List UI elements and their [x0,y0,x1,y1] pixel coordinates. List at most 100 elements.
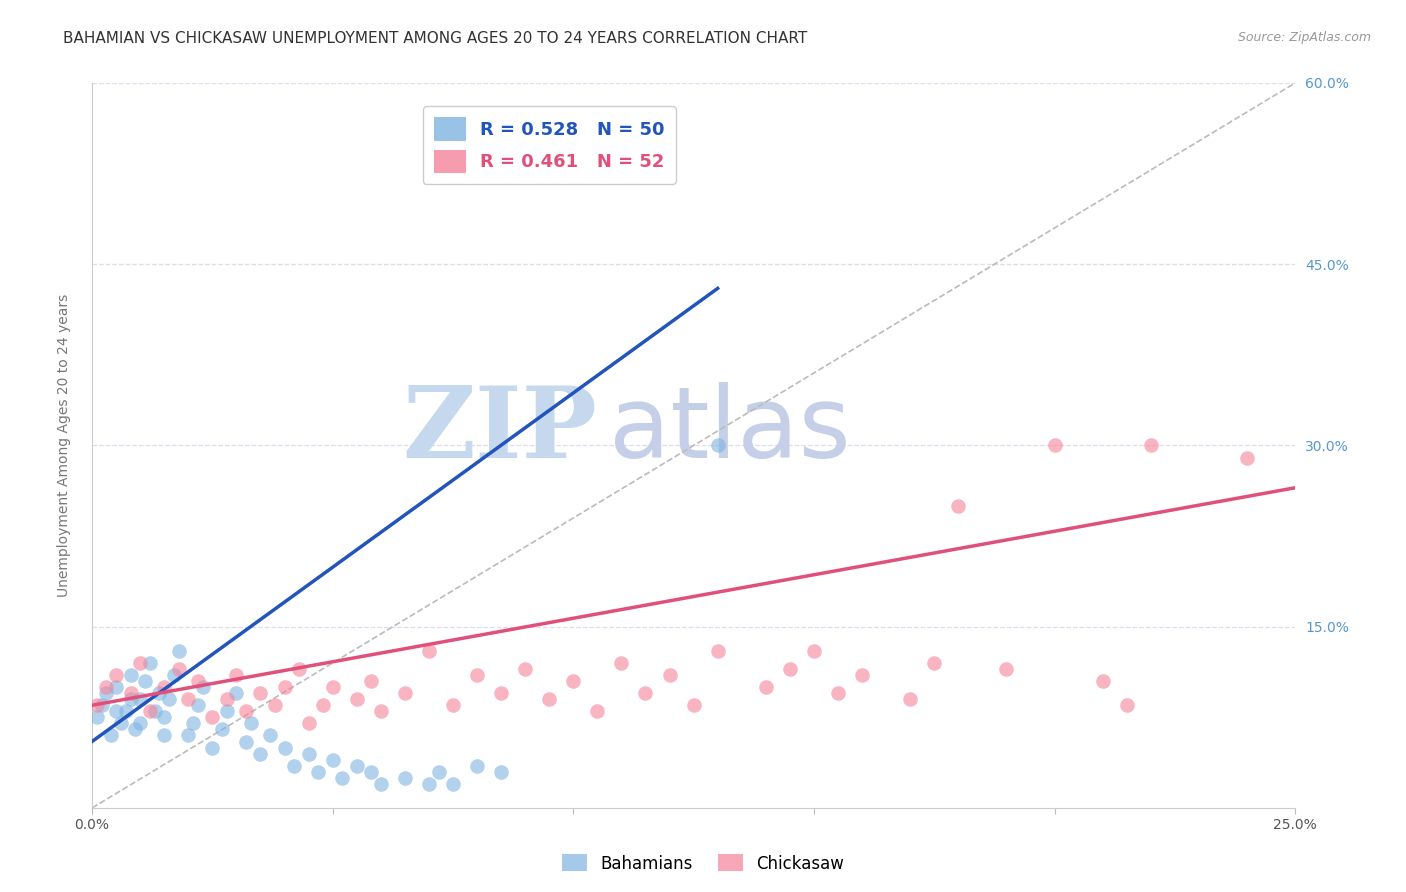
Point [370,704,392,718]
Point [465,668,488,682]
Point [346,692,368,706]
Point [1043,438,1066,452]
Point [120,668,142,682]
Point [86,710,108,724]
Point [153,680,176,694]
Point [1115,698,1137,713]
Point [259,729,281,743]
Point [129,716,152,731]
Point [153,729,176,743]
Point [562,674,585,689]
Point [658,668,681,682]
Text: BAHAMIAN VS CHICKASAW UNEMPLOYMENT AMONG AGES 20 TO 24 YEARS CORRELATION CHART: BAHAMIAN VS CHICKASAW UNEMPLOYMENT AMONG… [63,31,807,46]
Point [134,674,156,689]
Point [129,656,152,670]
Point [129,692,152,706]
Point [239,716,262,731]
Text: atlas: atlas [609,383,851,480]
Point [755,680,778,694]
Point [360,764,382,779]
Point [288,662,311,676]
Point [515,662,537,676]
Point [330,771,353,785]
Point [706,438,728,452]
Point [143,704,166,718]
Point [225,668,247,682]
Point [394,686,416,700]
Point [346,758,368,772]
Point [96,686,118,700]
Point [181,716,204,731]
Point [148,686,170,700]
Point [1091,674,1114,689]
Point [827,686,849,700]
Point [682,698,704,713]
Point [427,764,450,779]
Point [157,692,180,706]
Point [370,777,392,791]
Point [187,698,209,713]
Point [110,716,132,731]
Point [779,662,801,676]
Point [297,716,319,731]
Text: Source: ZipAtlas.com: Source: ZipAtlas.com [1237,31,1371,45]
Point [105,668,128,682]
Y-axis label: Unemployment Among Ages 20 to 24 years: Unemployment Among Ages 20 to 24 years [58,293,72,597]
Point [851,668,873,682]
Point [898,692,921,706]
Point [1236,450,1258,465]
Point [201,740,224,755]
Point [225,686,247,700]
Point [441,777,464,791]
Point [167,644,190,658]
Point [211,723,233,737]
Point [100,729,122,743]
Point [283,758,305,772]
Point [120,686,142,700]
Point [191,680,214,694]
Point [273,740,295,755]
Point [538,692,561,706]
Point [215,704,238,718]
Point [105,704,128,718]
Point [139,704,162,718]
Point [297,747,319,761]
Point [187,674,209,689]
Point [235,704,257,718]
Point [177,729,200,743]
Point [1140,438,1163,452]
Point [489,764,512,779]
Point [235,734,257,748]
Point [163,668,186,682]
Point [86,698,108,713]
Point [586,704,609,718]
Point [948,499,970,513]
Point [465,758,488,772]
Point [167,662,190,676]
Point [124,723,146,737]
Point [153,710,176,724]
Point [264,698,287,713]
Text: ZIP: ZIP [402,383,598,480]
Point [120,692,142,706]
Point [139,656,162,670]
Point [418,644,440,658]
Point [394,771,416,785]
Point [634,686,657,700]
Point [706,644,728,658]
Point [312,698,335,713]
Point [322,680,344,694]
Point [360,674,382,689]
Point [273,680,295,694]
Legend: Bahamians, Chickasaw: Bahamians, Chickasaw [555,847,851,880]
Point [249,747,271,761]
Point [489,686,512,700]
Point [201,710,224,724]
Point [215,692,238,706]
Point [995,662,1018,676]
Point [307,764,329,779]
Point [418,777,440,791]
Point [114,704,136,718]
Point [922,656,945,670]
Point [90,698,112,713]
